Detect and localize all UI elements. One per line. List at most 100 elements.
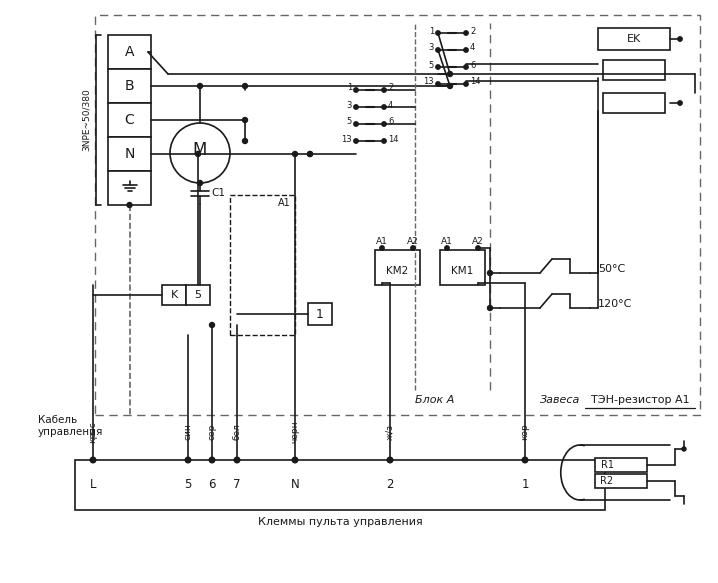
Text: M: M <box>193 141 208 159</box>
Circle shape <box>382 122 386 126</box>
Bar <box>598 28 670 50</box>
Circle shape <box>436 31 440 35</box>
Bar <box>95 15 700 415</box>
Text: N: N <box>291 479 299 491</box>
Text: R1: R1 <box>600 459 613 469</box>
Text: ТЭН-резистор А1: ТЭН-резистор А1 <box>591 395 689 405</box>
Text: 2: 2 <box>388 83 393 93</box>
Circle shape <box>243 139 248 143</box>
Circle shape <box>476 246 480 250</box>
Text: N: N <box>124 147 135 161</box>
Circle shape <box>682 447 686 451</box>
Text: сер: сер <box>208 424 217 440</box>
Text: C: C <box>125 113 134 127</box>
Circle shape <box>292 457 298 463</box>
Text: син: син <box>184 424 192 440</box>
Circle shape <box>354 122 358 126</box>
Circle shape <box>234 457 240 463</box>
Text: 14: 14 <box>470 78 480 86</box>
Text: B: B <box>125 79 134 93</box>
Circle shape <box>380 246 384 250</box>
Circle shape <box>307 152 312 156</box>
Circle shape <box>447 72 452 76</box>
Bar <box>230 195 295 335</box>
Circle shape <box>382 88 386 92</box>
Text: 3: 3 <box>429 44 434 52</box>
Text: C1: C1 <box>211 188 225 198</box>
Text: 50°C: 50°C <box>598 264 625 274</box>
Text: 13: 13 <box>424 78 434 86</box>
Bar <box>595 458 647 472</box>
Circle shape <box>411 246 415 250</box>
Text: кор: кор <box>521 424 529 440</box>
Text: черн: черн <box>291 421 299 443</box>
Circle shape <box>464 48 468 52</box>
Text: 7: 7 <box>233 479 241 491</box>
Text: KM2: KM2 <box>386 266 409 276</box>
Circle shape <box>444 246 449 250</box>
Text: 5: 5 <box>429 61 434 69</box>
Bar <box>308 303 332 325</box>
Circle shape <box>464 65 468 69</box>
Circle shape <box>197 83 202 89</box>
Text: 14: 14 <box>388 135 398 143</box>
Text: A2: A2 <box>407 237 419 245</box>
Bar <box>440 250 485 285</box>
Text: R2: R2 <box>600 476 614 486</box>
Text: L: L <box>90 479 96 491</box>
Text: Клеммы пульта управления: Клеммы пульта управления <box>258 517 422 527</box>
Circle shape <box>197 181 202 185</box>
Circle shape <box>127 202 132 208</box>
Circle shape <box>292 152 297 156</box>
Circle shape <box>209 457 215 463</box>
Bar <box>603 93 665 113</box>
Text: KM1: KM1 <box>452 266 474 276</box>
Text: 3NPE~50/380: 3NPE~50/380 <box>82 89 90 152</box>
Text: 5: 5 <box>347 118 352 127</box>
Circle shape <box>678 37 682 41</box>
Circle shape <box>243 118 248 122</box>
Circle shape <box>185 457 191 463</box>
Text: 5: 5 <box>185 479 192 491</box>
Text: EK: EK <box>627 34 641 44</box>
Circle shape <box>522 457 528 463</box>
Bar <box>75 460 605 510</box>
Text: 4: 4 <box>388 100 393 110</box>
Text: 2: 2 <box>386 479 393 491</box>
Circle shape <box>170 123 230 183</box>
Text: 1: 1 <box>347 83 352 93</box>
Text: 3: 3 <box>347 100 352 110</box>
Circle shape <box>195 152 200 156</box>
Circle shape <box>436 65 440 69</box>
Bar <box>108 137 151 171</box>
Circle shape <box>307 152 312 156</box>
Circle shape <box>464 31 468 35</box>
Circle shape <box>354 139 358 143</box>
Text: ж/з: ж/з <box>386 424 394 440</box>
Text: A: A <box>125 45 134 59</box>
Circle shape <box>354 88 358 92</box>
Circle shape <box>382 139 386 143</box>
Text: A2: A2 <box>472 237 484 245</box>
Text: 120°C: 120°C <box>598 299 633 309</box>
Text: Блок А: Блок А <box>415 395 454 405</box>
Text: A1: A1 <box>279 198 291 208</box>
Circle shape <box>210 322 215 328</box>
Text: 1: 1 <box>521 479 528 491</box>
Bar <box>595 473 647 487</box>
Text: 6: 6 <box>208 479 215 491</box>
Text: 6: 6 <box>470 61 475 69</box>
Text: бел: бел <box>233 424 241 440</box>
Text: K: K <box>170 290 177 300</box>
Circle shape <box>382 105 386 109</box>
Circle shape <box>436 82 440 86</box>
Text: 6: 6 <box>388 118 393 127</box>
Circle shape <box>464 82 468 86</box>
Circle shape <box>354 105 358 109</box>
Bar <box>108 171 151 205</box>
Bar <box>603 60 665 80</box>
Text: Завеса: Завеса <box>540 395 580 405</box>
Bar <box>108 69 151 103</box>
Circle shape <box>387 457 393 463</box>
Bar <box>108 103 151 137</box>
